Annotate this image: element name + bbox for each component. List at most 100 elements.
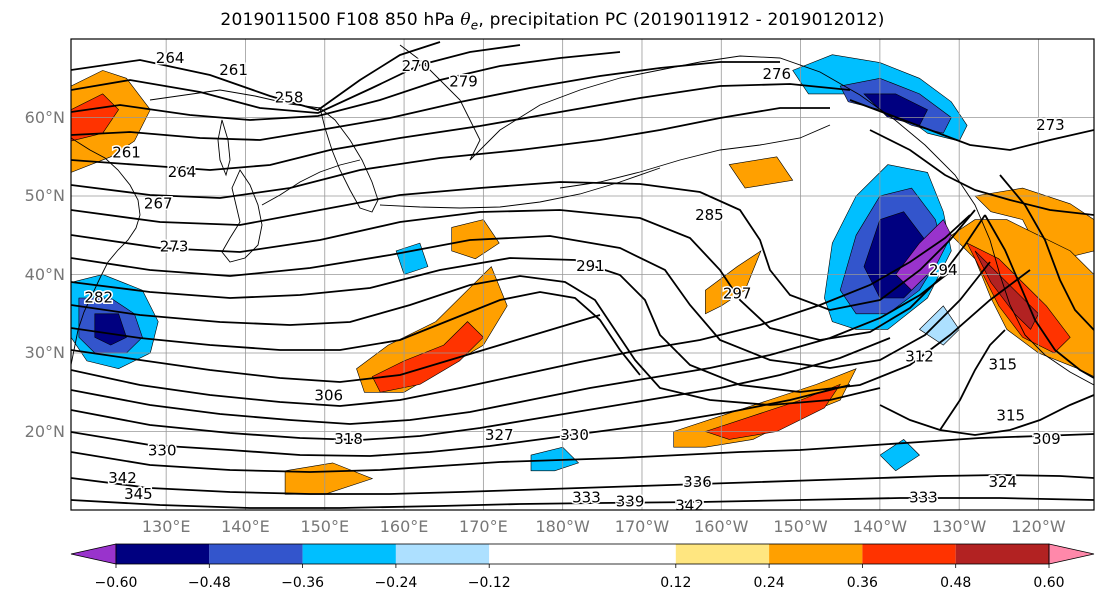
- colorbar-tick-label: 0.36: [846, 575, 878, 591]
- colorbar-frame: [115, 543, 1050, 565]
- theta-e-contour: [71, 291, 641, 376]
- contour-label: 270: [402, 57, 431, 75]
- contour-label: 333: [909, 489, 938, 507]
- bering-coast: [399, 44, 481, 161]
- colorbar-extend-low: [70, 543, 117, 565]
- precip-region: [530, 446, 580, 472]
- precip-region: [94, 313, 127, 346]
- colorbar-tick-label: −0.12: [467, 575, 511, 591]
- contour-label: 315: [988, 355, 1017, 373]
- contour-label: 339: [616, 493, 645, 511]
- contour-label: 342: [108, 469, 137, 487]
- theta-e-contour: [879, 394, 1094, 436]
- lat-tick-label: 20°N: [24, 421, 65, 441]
- sakhalin-island: [217, 119, 231, 177]
- theta-e-contour: [71, 181, 976, 311]
- theta-e-contour: [71, 257, 1031, 393]
- theta-e-contour: [71, 337, 891, 441]
- lon-tick-label: 160°W: [694, 517, 749, 536]
- title-suffix: , precipitation PC (2019011912 - 2019012…: [478, 10, 885, 30]
- theta-e-contour: [71, 209, 986, 341]
- contour-label: 315: [996, 406, 1025, 424]
- colorbar-tick-label: −0.48: [187, 575, 231, 591]
- okhotsk-coastline: [149, 89, 321, 109]
- contour-label: 318: [334, 430, 363, 448]
- theta-e-contour: [71, 61, 780, 141]
- contour-label: 276: [762, 65, 791, 83]
- contour-label: 285: [695, 206, 724, 224]
- contour-label: 345: [124, 485, 153, 503]
- theta-e-contour: [71, 83, 851, 171]
- lat-tick-label: 50°N: [24, 186, 65, 205]
- contour-label: 282: [84, 289, 113, 307]
- contour-label: 336: [683, 473, 712, 491]
- colorbar-segment: [675, 544, 770, 564]
- colorbar-segment: [862, 544, 956, 564]
- colorbar-segment: [116, 544, 210, 564]
- lon-tick-label: 140°W: [852, 517, 908, 536]
- contour-label: 261: [112, 143, 141, 161]
- kuril-islands: [261, 159, 361, 206]
- lat-tick-label: 30°N: [24, 343, 65, 362]
- precip-region: [705, 250, 762, 315]
- lon-tick-label: 120°W: [1011, 517, 1066, 536]
- theta-e-contour: [71, 41, 441, 111]
- precip-region: [728, 156, 794, 189]
- japan-islands: [221, 169, 263, 263]
- contour-label: 297: [723, 285, 752, 303]
- asia-coastline: [71, 137, 141, 366]
- theta-e-contour: [984, 214, 1094, 379]
- lon-tick-label: 150°W: [773, 517, 828, 536]
- precipitation-pc-shading: [71, 54, 1094, 495]
- colorbar-segment: [302, 544, 396, 564]
- colorbar-segment: [395, 544, 490, 564]
- alaska-coastline: [469, 55, 1094, 386]
- theta-e-contour: [869, 129, 1094, 216]
- colorbar: [70, 543, 1095, 568]
- contour-label: 291: [576, 257, 605, 275]
- colorbar-tick-label: 0.12: [660, 575, 692, 591]
- theta-symbol: θ: [460, 10, 471, 30]
- theta-e-contour: [71, 51, 621, 121]
- colorbar-segment: [489, 544, 676, 564]
- map-title: 2019011500 F108 850 hPa θe, precipitatio…: [0, 10, 1105, 32]
- contour-label: 264: [156, 49, 185, 67]
- contour-label: 273: [1036, 116, 1065, 134]
- theta-e-contour: [71, 384, 851, 457]
- precip-region: [974, 250, 1039, 330]
- colorbar-tick-label: 0.60: [1033, 575, 1065, 591]
- contour-label: 261: [219, 61, 248, 79]
- theta-e-contour: [71, 107, 830, 199]
- contour-label: 267: [144, 194, 173, 212]
- theta-e-contour: [71, 314, 601, 383]
- colorbar-segment: [769, 544, 863, 564]
- theta-e-contour: [71, 214, 971, 407]
- precip-region: [704, 383, 841, 440]
- contour-label: 312: [905, 347, 934, 365]
- precip-region: [356, 266, 508, 393]
- contour-labels: 264 261 258 270 279 276 273 261 264 267 273 285 291 2…: [83, 48, 1066, 511]
- contour-label: 324: [988, 473, 1017, 491]
- colorbar-tick-label: 0.24: [753, 575, 785, 591]
- lat-tick-label: 60°N: [24, 107, 65, 127]
- contour-label: 273: [160, 238, 189, 256]
- theta-e-contour: [849, 99, 1094, 151]
- lon-tick-label: 160°E: [379, 517, 429, 536]
- title-prefix: 2019011500 F108 850 hPa: [220, 10, 461, 30]
- theta-e-contour: [71, 497, 1094, 509]
- colorbar-segment: [955, 544, 1049, 564]
- colorbar-segment: [209, 544, 303, 564]
- theta-e-contours: [71, 41, 1094, 509]
- precip-region: [879, 439, 920, 472]
- contour-label: 258: [275, 88, 304, 106]
- precip-region: [895, 219, 952, 291]
- plot-frame: [70, 38, 1095, 511]
- lon-tick-label: 180°W: [535, 517, 590, 536]
- contour-label: 327: [485, 426, 514, 444]
- theta-e-contour: [999, 174, 1094, 331]
- theta-e-contour: [71, 275, 881, 406]
- colorbar-tick-label: 0.48: [940, 575, 972, 591]
- colorbar-tick-label: −0.24: [374, 575, 418, 591]
- theta-e-contour: [71, 44, 521, 114]
